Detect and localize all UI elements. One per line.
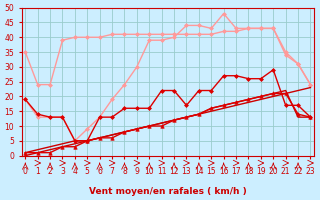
X-axis label: Vent moyen/en rafales ( km/h ): Vent moyen/en rafales ( km/h ): [89, 187, 247, 196]
